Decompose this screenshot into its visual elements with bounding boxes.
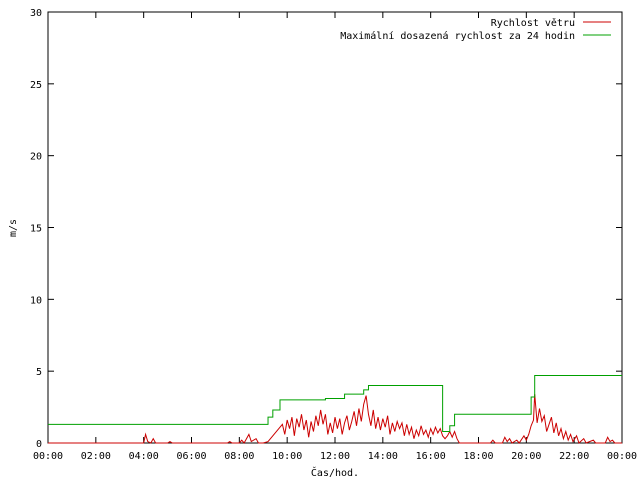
wind-speed-line [48, 394, 622, 444]
x-axis: 00:00 02:00 04:00 06:00 08:00 10:00 12:00 14:00… [33, 12, 637, 462]
y-axis-label: m/s [8, 219, 19, 237]
x-tick-label: 10:00 [272, 451, 302, 462]
max-speed-line [48, 374, 622, 433]
y-tick-label: 25 [30, 80, 42, 91]
plot-frame [47, 11, 623, 444]
y-tick-label: 0 [36, 439, 42, 450]
y-tick-label: 15 [30, 224, 42, 235]
y-tick-label: 10 [30, 295, 42, 306]
x-tick-label: 14:00 [368, 451, 398, 462]
x-tick-label: 20:00 [511, 451, 541, 462]
y-tick-label: 30 [30, 8, 42, 19]
legend-label: Maximální dosazená rychlost za 24 hodin [340, 30, 575, 42]
y-axis: 0 5 10 15 20 25 30 [30, 8, 622, 450]
x-tick-label: 00:00 [33, 451, 63, 462]
x-tick-label: 22:00 [559, 451, 589, 462]
series-layer [48, 374, 622, 444]
y-tick-label: 20 [30, 152, 42, 163]
x-tick-label: 16:00 [416, 451, 446, 462]
x-tick-label: 12:00 [320, 451, 350, 462]
x-tick-label: 18:00 [463, 451, 493, 462]
x-tick-label: 02:00 [81, 451, 111, 462]
x-tick-label: 08:00 [224, 451, 254, 462]
x-tick-label: 06:00 [176, 451, 206, 462]
x-tick-label: 04:00 [129, 451, 159, 462]
x-tick-label: 00:00 [607, 451, 637, 462]
legend-label: Rychlost větru [491, 17, 575, 29]
x-axis-label: Čas/hod. [311, 466, 359, 479]
y-tick-label: 5 [36, 367, 42, 378]
